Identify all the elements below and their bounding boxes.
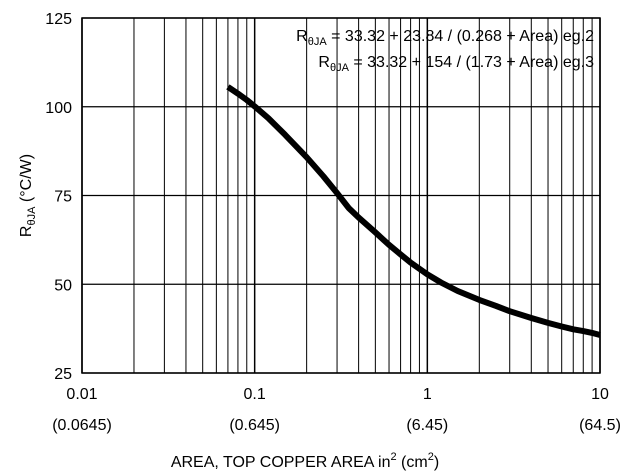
y-axis-title: RθJA (°C/W) [18, 154, 38, 237]
y-axis-title-main: R [18, 226, 35, 238]
equation-r: R [296, 28, 308, 45]
equation-r: R [318, 54, 330, 71]
plot-frame [81, 17, 601, 374]
x-tick-labels: 0.01 (0.0645) 0.1 (0.645) 1 (6.45) 10 (64.5) [52, 386, 621, 434]
equation-subscript: θJA [308, 36, 328, 48]
x-axis-title: AREA, TOP COPPER AREA in2 (cm2) [171, 451, 439, 471]
y-axis-title-rest: (°C/W) [18, 154, 35, 207]
x-tick-sublabel: (6.45) [406, 417, 448, 434]
x-tick-label: 1 [423, 386, 432, 403]
x-axis-title-sup2: 2 [428, 451, 434, 463]
y-tick-label: 100 [45, 100, 72, 117]
x-tick-sublabel: (0.0645) [52, 417, 112, 434]
x-axis-title-main: AREA, TOP COPPER AREA in [171, 454, 391, 471]
x-tick-label: 0.01 [66, 386, 97, 403]
x-axis-title-end: ) [434, 454, 439, 471]
x-tick-sublabel: (0.645) [229, 417, 280, 434]
equation-text: = 33.32 + 23.84 / (0.268 + Area) eg.2 [327, 28, 594, 45]
y-tick-label: 75 [54, 189, 72, 206]
equation-annotation: RθJA = 33.32 + 23.84 / (0.268 + Area) eg… [296, 28, 594, 48]
x-axis-title-mid: (cm [397, 454, 428, 471]
y-tick-label: 50 [54, 277, 72, 294]
equation-annotation: RθJA = 33.32 + 154 / (1.73 + Area) eg.3 [318, 54, 594, 74]
annotation-layer: RθJA = 33.32 + 23.84 / (0.268 + Area) eg… [296, 28, 594, 74]
x-axis-title-sup1: 2 [390, 451, 396, 463]
x-tick-label: 10 [591, 386, 609, 403]
y-tick-label: 25 [54, 366, 72, 383]
y-tick-labels: 25 50 75 100 125 [45, 11, 72, 383]
x-tick-sublabel: (64.5) [579, 417, 621, 434]
equation-subscript: θJA [330, 62, 350, 74]
y-tick-label: 125 [45, 11, 72, 28]
series-layer [226, 84, 601, 338]
x-tick-label: 0.1 [244, 386, 266, 403]
equation-text: = 33.32 + 154 / (1.73 + Area) eg.3 [349, 54, 594, 71]
series-line [226, 84, 601, 338]
y-axis-title-sub: θJA [26, 206, 38, 226]
